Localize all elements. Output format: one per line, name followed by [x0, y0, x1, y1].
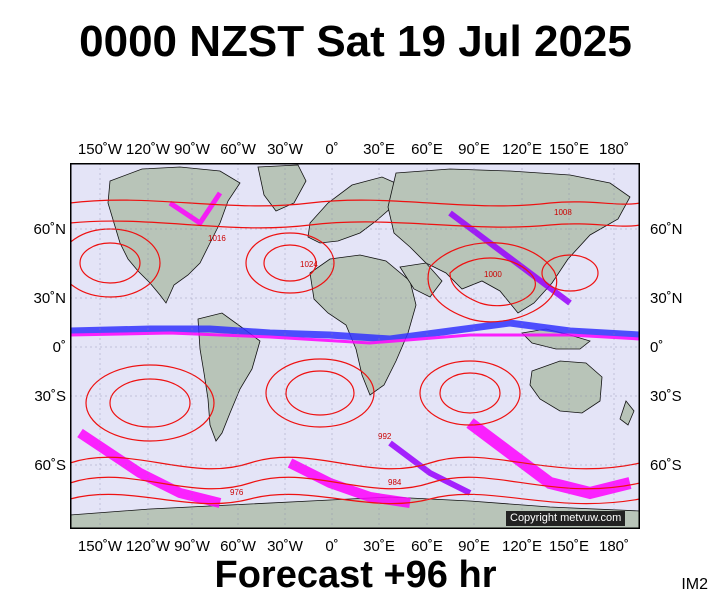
lon-label-top: 180˚: [598, 141, 630, 158]
lat-label-right: 30˚S: [650, 388, 682, 405]
land-masses: [70, 164, 640, 529]
lat-label-right: 30˚N: [650, 290, 683, 307]
map-title: 0000 NZST Sat 19 Jul 2025: [79, 17, 632, 66]
isobar-southern-wave: [70, 456, 640, 470]
isobars: [70, 199, 640, 505]
isobar-label: 976: [230, 488, 244, 497]
isobar-high-indian: [439, 372, 501, 414]
land-antarctica: [70, 496, 640, 529]
precip-north-america: [168, 191, 223, 227]
precipitation-bands: [70, 191, 640, 508]
precip-south-ocean: [388, 440, 472, 496]
land-new-zealand: [619, 400, 635, 426]
isobar-label: 1016: [208, 234, 226, 243]
precip-asia-monsoon: [448, 210, 572, 306]
lon-label-top: 60˚W: [220, 141, 256, 158]
land-australia: [529, 360, 603, 414]
isobar-southern-wave: [70, 476, 640, 490]
lat-label-left: 60˚N: [33, 221, 66, 238]
isobar-label: 1008: [554, 208, 572, 217]
lon-label-top: 0˚: [325, 141, 339, 158]
isobar-asia-low: [427, 242, 558, 323]
isobar-label: 1024: [300, 260, 318, 269]
precip-south-atlantic: [287, 458, 411, 508]
lon-label-bottom: 30˚W: [267, 538, 303, 555]
precip-itcz: [70, 319, 640, 343]
isobar-label: 1000: [484, 270, 502, 279]
land-europe: [307, 176, 401, 244]
lon-label-bottom: 180˚: [598, 538, 630, 555]
lat-label-right: 0˚: [650, 339, 664, 356]
lon-label-bottom: 60˚W: [220, 538, 256, 555]
forecast-label: Forecast +96 hr: [214, 554, 497, 596]
isobar-high-north-atlantic: [263, 244, 317, 282]
isobar-high-indian: [419, 360, 521, 426]
lon-label-top: 30˚E: [363, 141, 395, 158]
lon-label-top: 150˚E: [548, 141, 590, 158]
lat-label-right: 60˚S: [650, 457, 682, 474]
lat-label-left: 0˚: [52, 339, 66, 356]
land-asia: [387, 168, 631, 314]
copyright-notice: Copyright metvuw.com: [506, 511, 626, 526]
isobar-high-south-pacific: [109, 378, 191, 428]
isobar-label: 992: [378, 432, 392, 441]
lon-label-bottom: 150˚W: [77, 538, 123, 555]
lon-label-top: 30˚W: [267, 141, 303, 158]
lon-label-bottom: 60˚E: [411, 538, 443, 555]
lat-label-right: 60˚N: [650, 221, 683, 238]
lon-label-top: 120˚E: [501, 141, 543, 158]
land-africa: [309, 254, 417, 396]
lon-label-top: 60˚E: [411, 141, 443, 158]
map-frame: [70, 163, 640, 529]
isobar-high-north-atlantic: [245, 232, 335, 294]
lon-label-bottom: 120˚E: [501, 538, 543, 555]
lon-label-bottom: 30˚E: [363, 538, 395, 555]
image-code-badge: IM2: [681, 576, 708, 593]
precip-south-indian: [466, 418, 632, 500]
lon-label-top: 90˚E: [458, 141, 490, 158]
lon-label-bottom: 90˚W: [174, 538, 210, 555]
isobar-high-north-pacific: [79, 242, 141, 284]
lon-label-top: 90˚W: [174, 141, 210, 158]
lat-label-left: 60˚S: [34, 457, 66, 474]
isobar-high-south-atlantic: [265, 358, 375, 428]
isobar-high-west-pacific: [541, 254, 599, 292]
isobar-high-south-pacific: [85, 364, 215, 442]
lon-label-top: 120˚W: [125, 141, 171, 158]
isobar-southern-wave: [70, 493, 640, 505]
isobar-northern-wave: [70, 199, 640, 207]
isobar-label: 984: [388, 478, 402, 487]
weather-map: 1024 1016 1008 1000 992 984 976: [70, 163, 640, 529]
lon-label-bottom: 0˚: [325, 538, 339, 555]
land-arabia: [399, 262, 443, 298]
lon-label-bottom: 120˚W: [125, 538, 171, 555]
lat-label-left: 30˚N: [33, 290, 66, 307]
isobar-asia-low: [449, 257, 536, 307]
land-greenland: [257, 164, 307, 212]
lon-label-top: 150˚W: [77, 141, 123, 158]
lon-label-bottom: 150˚E: [548, 538, 590, 555]
lon-label-bottom: 90˚E: [458, 538, 490, 555]
precip-itcz-magenta: [70, 331, 640, 345]
isobar-high-south-atlantic: [285, 370, 355, 416]
isobar-northern-wave: [70, 220, 640, 229]
lat-label-left: 30˚S: [34, 388, 66, 405]
precip-south-pacific: [77, 428, 222, 508]
graticule: [70, 163, 640, 529]
